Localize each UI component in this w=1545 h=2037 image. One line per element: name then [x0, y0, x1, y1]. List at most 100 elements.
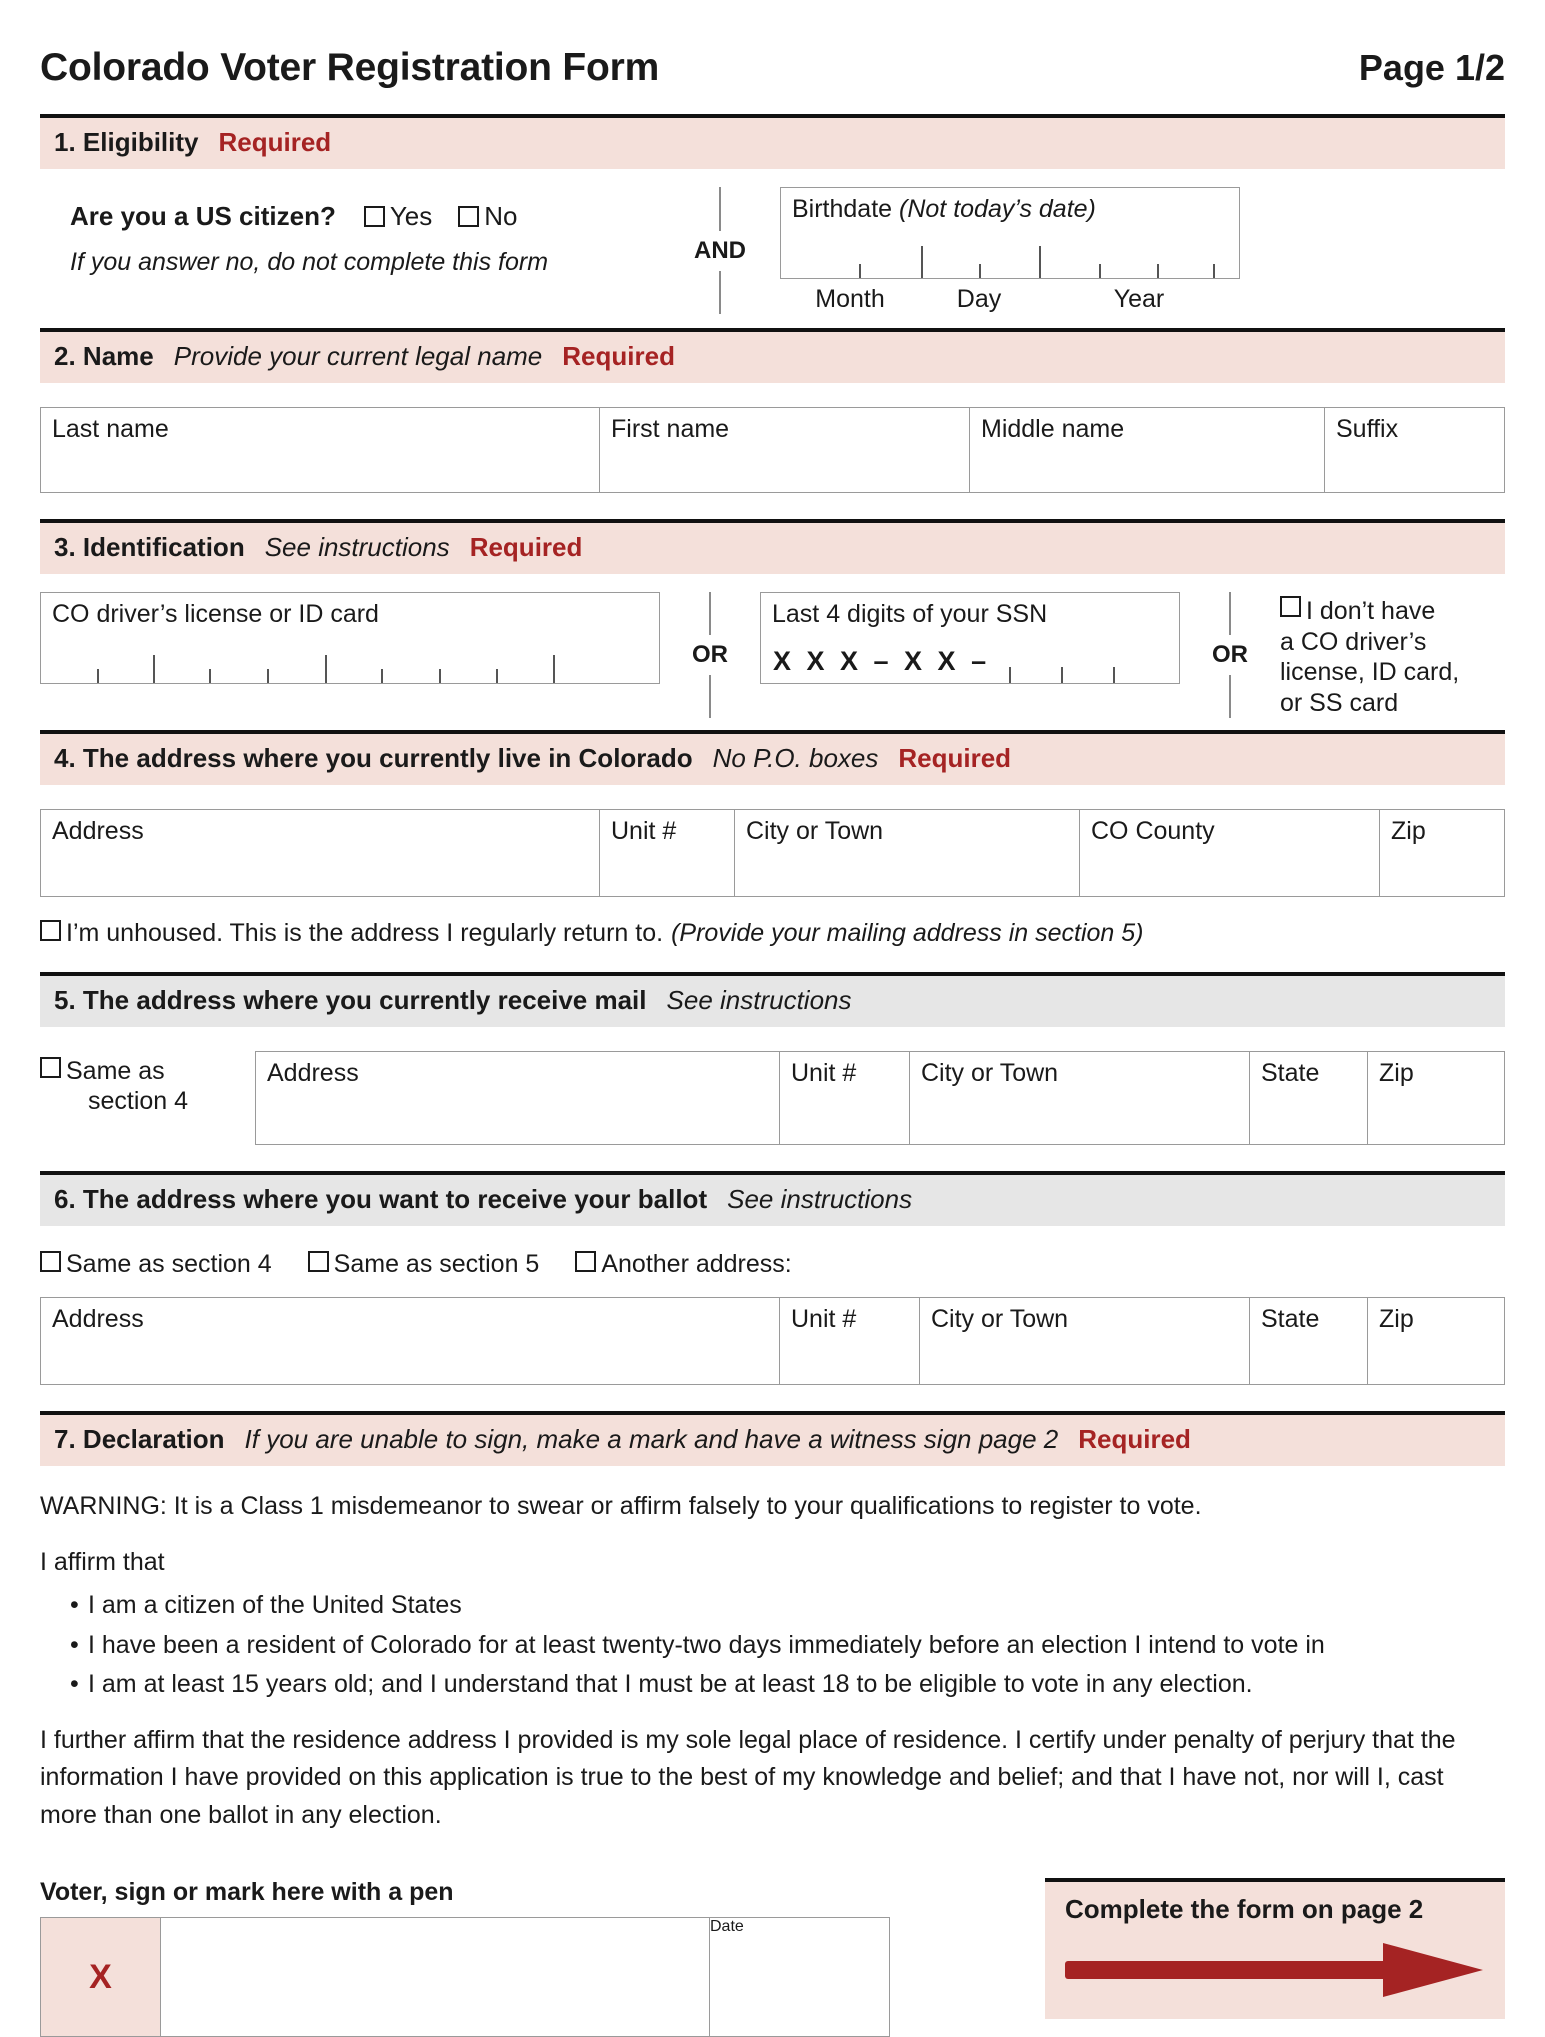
checkbox-citizen-yes[interactable]	[363, 206, 385, 227]
no-id-line-3: license, ID card,	[1280, 658, 1460, 686]
unhoused-option[interactable]: I’m unhoused. This is the address I regu…	[40, 897, 1505, 972]
declaration-warning: WARNING: It is a Class 1 misdemeanor to …	[40, 1492, 1202, 1520]
ballot-state-input[interactable]: State	[1250, 1297, 1368, 1385]
suffix-input[interactable]: Suffix	[1325, 407, 1505, 493]
signature-x-mark: X	[40, 1917, 160, 2037]
signature-input[interactable]	[160, 1917, 710, 2037]
mailing-unit-input[interactable]: Unit #	[780, 1051, 910, 1145]
ballot-same-as-section-5-option[interactable]: Same as section 5	[307, 1250, 539, 1279]
residence-county-input[interactable]: CO County	[1080, 809, 1380, 897]
no-id-option[interactable]: I don’t have a CO driver’s license, ID c…	[1280, 592, 1459, 718]
checkbox-mailing-same-as-4[interactable]	[40, 1057, 61, 1078]
residence-zip-input[interactable]: Zip	[1380, 809, 1505, 897]
required-badge-2: Required	[562, 341, 675, 371]
mailing-zip-input[interactable]: Zip	[1368, 1051, 1505, 1145]
checkbox-ballot-another-address[interactable]	[575, 1251, 597, 1272]
ballot-unit-label: Unit #	[791, 1305, 857, 1333]
no-id-line-4: or SS card	[1280, 688, 1399, 717]
section-number-3: 3. Identification	[54, 532, 245, 562]
ballot-unit-input[interactable]: Unit #	[780, 1297, 920, 1385]
residence-unit-label: Unit #	[611, 817, 677, 845]
name-fields-row: Last name First name Middle name Suffix	[40, 383, 1505, 519]
mailing-same-as-section-4-option[interactable]: Same as section 4	[40, 1051, 255, 1116]
section-header-declaration: 7. Declaration If you are unable to sign…	[40, 1411, 1505, 1466]
birthdate-tick-marks	[781, 238, 1239, 278]
mailing-body: Same as section 4 Address Unit # City or…	[40, 1027, 1505, 1171]
checkbox-no-id[interactable]	[1280, 596, 1301, 617]
signature-date-input[interactable]: Date	[710, 1917, 890, 2037]
mailing-address-input[interactable]: Address	[255, 1051, 780, 1145]
section-number-5: 5. The address where you currently recei…	[54, 985, 647, 1015]
affirmation-item: I am a citizen of the United States	[70, 1587, 1505, 1625]
eligibility-body: Are you a US citizen? Yes No If you answ…	[40, 169, 1505, 328]
ballot-same-as-section-4-option[interactable]: Same as section 4	[40, 1250, 272, 1279]
section-number-1: 1. Eligibility	[54, 127, 199, 157]
or-connector-1: OR	[660, 592, 760, 718]
citizenship-subnote: If you answer no, do not complete this f…	[70, 248, 549, 276]
section-note-2: Provide your current legal name	[173, 341, 543, 371]
ballot-another-address-option[interactable]: Another address:	[575, 1250, 792, 1279]
ssn-label: Last 4 digits of your SSN	[772, 600, 1048, 628]
ballot-address-options: Same as section 4 Same as section 5 Anot…	[40, 1226, 1505, 1297]
drivers-license-input[interactable]: CO driver’s license or ID card	[40, 592, 660, 684]
required-badge-7: Required	[1078, 1424, 1191, 1454]
required-badge-3: Required	[469, 532, 583, 562]
next-page-callout: Complete the form on page 2	[1045, 1878, 1505, 2019]
required-badge-1: Required	[218, 127, 332, 157]
mailing-state-input[interactable]: State	[1250, 1051, 1368, 1145]
or-rule-top-1	[709, 592, 711, 635]
checkbox-unhoused[interactable]	[40, 920, 61, 941]
unhoused-note: (Provide your mailing address in section…	[671, 919, 1144, 947]
birthdate-month-label: Month	[815, 285, 885, 313]
birthdate-year-label: Year	[1113, 285, 1165, 313]
checkbox-ballot-same-as-4[interactable]	[40, 1251, 61, 1272]
section-header-ballot: 6. The address where you want to receive…	[40, 1171, 1505, 1226]
no-id-line-2: a CO driver’s	[1280, 627, 1427, 656]
first-name-input[interactable]: First name	[600, 407, 970, 493]
middle-name-input[interactable]: Middle name	[970, 407, 1325, 493]
checkbox-ballot-same-as-5[interactable]	[307, 1251, 329, 1272]
birthdate-group: Birthdate (Not today’s date) Month Day Y…	[780, 187, 1240, 314]
residence-fields-row: Address Unit # City or Town CO County Zi…	[40, 785, 1505, 897]
ballot-city-input[interactable]: City or Town	[920, 1297, 1250, 1385]
further-affirmation: I further affirm that the residence addr…	[40, 1725, 1456, 1829]
affirm-lead: I affirm that	[40, 1547, 165, 1576]
section-number-7: 7. Declaration	[54, 1424, 225, 1454]
residence-unit-input[interactable]: Unit #	[600, 809, 735, 897]
section-header-name: 2. Name Provide your current legal name …	[40, 328, 1505, 383]
mailing-zip-label: Zip	[1379, 1059, 1414, 1087]
citizen-yes-option[interactable]: Yes	[363, 201, 432, 232]
birthdate-input[interactable]: Birthdate (Not today’s date)	[780, 187, 1240, 279]
mailing-city-input[interactable]: City or Town	[910, 1051, 1250, 1145]
affirmation-list: I am a citizen of the United States I ha…	[40, 1587, 1505, 1704]
signature-block: Voter, sign or mark here with a pen X Da…	[40, 1878, 915, 2037]
next-page-text: Complete the form on page 2	[1065, 1894, 1424, 1924]
section-header-eligibility: 1. Eligibility Required	[40, 114, 1505, 169]
ssn-pattern-hint: X X X – X X –	[773, 646, 991, 676]
suffix-label: Suffix	[1336, 415, 1399, 443]
ballot-address-label: Address	[52, 1305, 144, 1333]
ballot-zip-input[interactable]: Zip	[1368, 1297, 1505, 1385]
ballot-zip-label: Zip	[1379, 1305, 1414, 1333]
and-label: AND	[694, 236, 746, 264]
ssn-tick-marks	[761, 643, 1179, 683]
and-rule-top	[719, 187, 721, 231]
ssn-input[interactable]: Last 4 digits of your SSN X X X – X X –	[760, 592, 1180, 684]
signature-area: Voter, sign or mark here with a pen X Da…	[40, 1852, 1505, 2037]
citizen-no-option[interactable]: No	[458, 201, 518, 232]
signature-instruction: Voter, sign or mark here with a pen	[40, 1878, 454, 1906]
and-connector: AND	[660, 187, 780, 314]
no-id-line-1: I don’t have	[1306, 597, 1436, 625]
page-title: Colorado Voter Registration Form	[40, 46, 660, 89]
identification-body: CO driver’s license or ID card OR Last 4…	[40, 574, 1505, 730]
last-name-input[interactable]: Last name	[40, 407, 600, 493]
residence-city-input[interactable]: City or Town	[735, 809, 1080, 897]
section-note-5: See instructions	[666, 985, 852, 1015]
checkbox-citizen-no[interactable]	[458, 206, 480, 227]
citizenship-question-row: Are you a US citizen? Yes No	[70, 201, 660, 232]
birthdate-label: Birthdate (Not today’s date)	[792, 195, 1096, 223]
residence-address-input[interactable]: Address	[40, 809, 600, 897]
ballot-address-input[interactable]: Address	[40, 1297, 780, 1385]
mailing-address-label: Address	[267, 1059, 359, 1087]
